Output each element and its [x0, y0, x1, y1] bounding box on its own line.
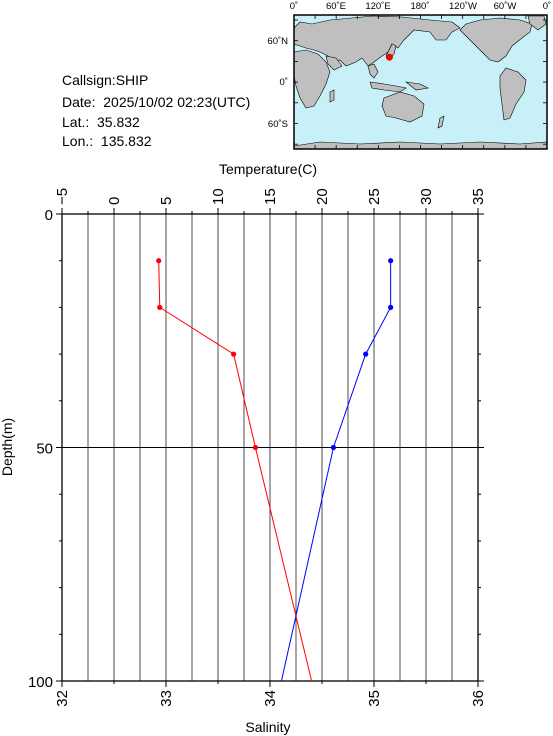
temperature-tick-label: 0: [106, 197, 123, 205]
salinity-data-point: [252, 444, 259, 451]
salinity-profile-line: [158, 260, 313, 682]
salinity-tick-label: 36: [470, 690, 487, 707]
map-lat-label: 60˚S: [268, 119, 288, 130]
temperature-tick-label: 15: [262, 188, 279, 205]
temperature-axis-label: Temperature(C): [219, 161, 317, 177]
salinity-tick-labels: 32 33 34 35 36: [54, 690, 487, 707]
depth-tick-label: 100: [28, 674, 53, 691]
temperature-tick-label: 25: [366, 188, 383, 205]
temperature-tick-labels: −5 0 5 10 15 20 25 30 35: [54, 188, 487, 205]
temperature-tick-label: 30: [418, 188, 435, 205]
map-top-labels: 0˚ 60˚E 120˚E 180˚ 120˚W 60˚W 0˚: [290, 1, 551, 12]
salinity-tick-label: 34: [262, 690, 279, 707]
map-lon-label: 120˚E: [365, 1, 390, 12]
temperature-data-point: [388, 258, 394, 264]
map-lon-label: 0˚: [290, 1, 298, 12]
temperature-tick-label: −5: [54, 188, 71, 205]
depth-tick-label: 50: [36, 441, 53, 458]
map-lon-label: 60˚E: [326, 1, 346, 12]
depth-axis-label: Depth(m): [0, 418, 15, 476]
temperature-data-point: [388, 304, 394, 310]
axis-ticks: [56, 208, 484, 687]
salinity-data-point: [231, 351, 237, 357]
salinity-tick-label: 35: [366, 690, 383, 707]
salinity-tick-label: 32: [54, 690, 71, 707]
temperature-data-point: [330, 444, 337, 451]
series-layer: [156, 258, 394, 682]
temperature-tick-label: 20: [314, 188, 331, 205]
salinity-data-point: [157, 304, 163, 310]
callsign-text: Callsign:SHIP: [62, 72, 149, 88]
map-lat-label: 0˚: [280, 77, 288, 88]
latitude-text: Lat.: 35.832: [62, 114, 140, 130]
map-lon-label: 180˚: [410, 1, 429, 12]
date-text: Date: 2025/10/02 02:23(UTC): [62, 94, 251, 110]
salinity-data-point: [156, 258, 162, 264]
depth-tick-labels: 0 50 100: [28, 207, 53, 691]
map-left-labels: 60˚N 0˚ 60˚S: [267, 36, 288, 130]
temperature-data-point: [363, 351, 369, 357]
grid-lines: [62, 214, 478, 681]
salinity-tick-label: 33: [158, 690, 175, 707]
depth-tick-label: 0: [45, 207, 53, 224]
map-ticks: [293, 15, 548, 149]
longitude-text: Lon.: 135.832: [62, 133, 152, 149]
temperature-tick-label: 5: [158, 197, 175, 205]
temperature-tick-label: 10: [210, 188, 227, 205]
map-lon-label: 60˚W: [494, 1, 517, 12]
temperature-tick-label: 35: [470, 188, 487, 205]
map-lon-label: 120˚W: [449, 1, 477, 12]
map-lon-label: 0˚: [543, 1, 551, 12]
salinity-axis-label: Salinity: [245, 719, 290, 735]
map-lat-label: 60˚N: [267, 36, 288, 47]
location-marker: [386, 53, 393, 61]
location-map: 0˚ 60˚E 120˚E 180˚ 120˚W 60˚W 0˚ 60˚N 0˚…: [267, 1, 551, 150]
